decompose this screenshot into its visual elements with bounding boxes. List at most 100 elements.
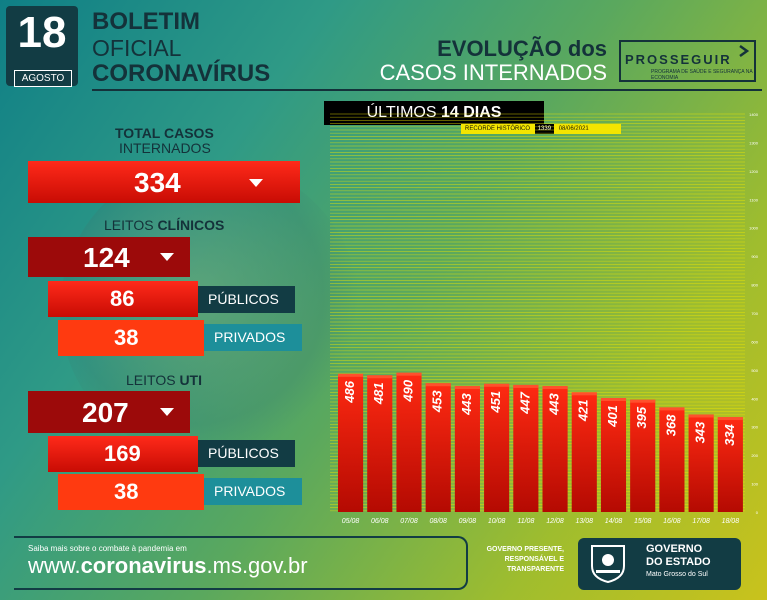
total-value: 334 <box>134 167 181 198</box>
bar <box>484 383 510 512</box>
bulletin-topic: CORONAVÍRUS <box>92 60 271 87</box>
bar-highlight <box>717 417 743 421</box>
bar <box>513 384 539 512</box>
bar <box>717 417 743 512</box>
evolution-title: EVOLUÇÃO dos <box>437 36 607 61</box>
clinical-public-bar: 86 <box>48 281 198 317</box>
gov-line1: GOVERNO <box>646 543 703 555</box>
y-tick-label: 300 <box>751 425 758 430</box>
prosseguir-logo: PROSSEGUIR PROGRAMA DE SAÚDE E SEGURANÇA… <box>619 40 756 82</box>
y-tick-label: 500 <box>751 368 758 373</box>
y-tick-label: 900 <box>751 254 758 259</box>
data-label: 395 <box>634 406 649 428</box>
bulletin-title: BOLETIM <box>92 8 200 35</box>
y-tick-label: 1400 <box>749 112 759 117</box>
data-label: 481 <box>371 382 386 405</box>
data-label: 447 <box>517 391 532 414</box>
chart-title: ÚLTIMOS 14 DIAS <box>324 101 544 125</box>
bar-highlight <box>396 372 422 376</box>
clinical-value: 124 <box>83 242 130 273</box>
x-tick-label: 07/08 <box>400 518 418 525</box>
clinical-label: LEITOS CLÍNICOS <box>104 217 224 233</box>
prosseguir-tagline: PROGRAMA DE SAÚDE E SEGURANÇA NA ECONOMI… <box>651 69 753 81</box>
data-label: 368 <box>663 414 678 436</box>
total-value-bar: 334 <box>28 161 300 203</box>
record-date: 08/06/2021 <box>558 126 589 132</box>
x-tick-label: 11/08 <box>517 518 534 525</box>
data-label: 421 <box>576 399 591 422</box>
bar-chart: 0 100 200 300 400 500 600 700 800 900 1000 1100 1200… <box>330 112 759 525</box>
bar-highlight <box>454 386 480 390</box>
x-tick-label: 14/08 <box>605 518 623 525</box>
clinical-public-label: PÚBLICOS <box>198 286 295 313</box>
uti-public-label: PÚBLICOS <box>198 440 295 467</box>
y-tick-label: 1200 <box>749 169 759 174</box>
footer-panel <box>14 536 468 590</box>
footer-url-prefix: www. <box>28 553 81 578</box>
state-crest-icon <box>591 545 625 584</box>
bar <box>630 399 656 512</box>
uti-value-bar: 207 <box>28 391 190 433</box>
bar-highlight <box>688 414 714 418</box>
chart-title-bold: 14 DIAS <box>440 104 502 121</box>
bar-highlight <box>425 383 451 387</box>
gov-line2: DO ESTADO <box>646 556 711 568</box>
bar-highlight <box>484 383 510 387</box>
total-label: TOTAL CASOS <box>115 125 214 141</box>
down-arrow-icon <box>160 253 174 261</box>
x-tick-label: 09/08 <box>459 518 477 525</box>
bar <box>425 383 451 512</box>
y-tick-label: 0 <box>756 510 759 515</box>
footer-url[interactable]: www.coronavirus.ms.gov.br <box>28 553 308 579</box>
chevron-right-icon <box>739 44 750 58</box>
data-label: 490 <box>400 379 415 402</box>
x-tick-label: 16/08 <box>663 518 681 525</box>
x-tick-label: 10/08 <box>488 518 506 525</box>
government-slogan: GOVERNO PRESENTE, RESPONSÁVEL E TRANSPAR… <box>486 546 564 573</box>
data-label: 401 <box>605 405 620 428</box>
bar <box>454 386 480 512</box>
clinical-public-value: 86 <box>110 286 135 311</box>
prosseguir-name: PROSSEGUIR <box>625 52 732 67</box>
uti-public-bar: 169 <box>48 436 198 472</box>
x-tick-label: 15/08 <box>634 518 652 525</box>
clinical-label-bold: CLÍNICOS <box>157 217 225 233</box>
evolution-subtitle: CASOS INTERNADOS <box>379 60 607 85</box>
date-badge: 18 AGOSTO <box>6 6 78 87</box>
gov-line3: Mato Grosso do Sul <box>646 571 708 578</box>
header-divider <box>92 89 762 91</box>
bar <box>396 372 422 512</box>
x-tick-label: 06/08 <box>371 518 389 525</box>
y-tick-label: 1100 <box>749 197 758 202</box>
bar <box>600 398 627 512</box>
data-label: 486 <box>342 380 357 403</box>
y-tick-label: 100 <box>751 482 758 487</box>
uti-label-bold: UTI <box>179 372 202 388</box>
clinical-label-prefix: LEITOS <box>104 217 158 233</box>
bar-highlight <box>630 399 656 403</box>
data-label: 443 <box>546 392 561 415</box>
y-tick-label: 600 <box>751 339 758 344</box>
uti-public-value: 169 <box>104 441 141 466</box>
chart-title-prefix: ÚLTIMOS <box>366 104 441 121</box>
data-label: 451 <box>488 391 503 414</box>
data-label: 334 <box>722 423 737 445</box>
date-day: 18 <box>17 8 67 57</box>
footer-url-bold: coronavirus <box>80 553 207 578</box>
uti-label: LEITOS UTI <box>126 372 202 388</box>
y-tick-label: 400 <box>751 396 758 401</box>
bulletin-subtitle: OFICIAL <box>92 35 182 61</box>
record-banner: RECORDE HISTÓRICO 1339 08/06/2021 <box>461 124 621 134</box>
footer-info-text: Saiba mais sobre o combate à pandemia em <box>28 544 187 553</box>
uti-value: 207 <box>82 397 129 428</box>
bar-highlight <box>571 392 597 396</box>
bar-highlight <box>367 375 393 379</box>
total-label-sub: INTERNADOS <box>119 140 211 156</box>
clinical-private-label: PRIVADOS <box>204 324 302 351</box>
y-tick-label: 1000 <box>749 226 759 231</box>
bar-highlight <box>338 373 364 377</box>
bar-highlight <box>659 407 685 411</box>
bar <box>688 414 714 512</box>
data-label: 343 <box>693 421 708 443</box>
